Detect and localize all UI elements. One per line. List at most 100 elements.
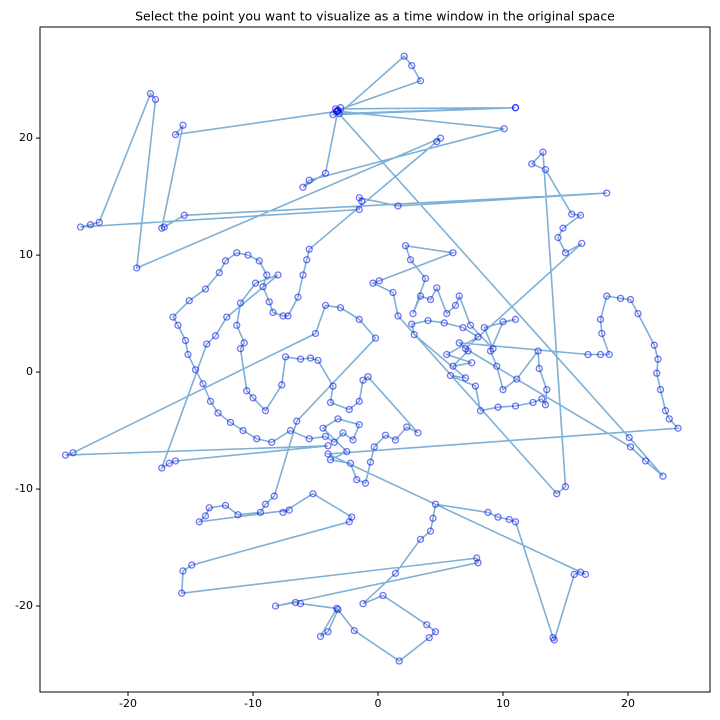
point[interactable] xyxy=(305,176,313,184)
point[interactable] xyxy=(429,514,437,522)
point[interactable] xyxy=(459,323,467,332)
point[interactable] xyxy=(494,513,502,521)
point[interactable] xyxy=(500,125,508,133)
point[interactable] xyxy=(584,350,592,359)
point[interactable] xyxy=(174,321,182,329)
point[interactable] xyxy=(364,373,372,381)
point[interactable] xyxy=(86,221,95,229)
point[interactable] xyxy=(371,334,380,342)
point[interactable] xyxy=(326,456,335,464)
point[interactable] xyxy=(581,570,590,579)
point[interactable] xyxy=(395,657,403,665)
point[interactable] xyxy=(253,435,261,443)
point[interactable] xyxy=(369,279,377,287)
point[interactable] xyxy=(286,426,295,435)
point[interactable] xyxy=(493,362,501,370)
point[interactable] xyxy=(349,436,357,444)
point[interactable] xyxy=(199,380,207,388)
point[interactable] xyxy=(205,504,213,512)
point[interactable] xyxy=(381,431,390,439)
point[interactable] xyxy=(284,312,292,320)
point[interactable] xyxy=(559,224,567,232)
point[interactable] xyxy=(236,299,245,307)
point[interactable] xyxy=(538,395,546,403)
point[interactable] xyxy=(160,223,168,231)
point[interactable] xyxy=(473,554,481,562)
point[interactable] xyxy=(233,321,241,329)
point[interactable] xyxy=(321,301,330,310)
point[interactable] xyxy=(321,432,330,441)
point[interactable] xyxy=(484,508,492,517)
point[interactable] xyxy=(239,426,247,435)
point[interactable] xyxy=(480,323,488,332)
point[interactable] xyxy=(499,385,507,394)
point[interactable] xyxy=(474,333,482,341)
point[interactable] xyxy=(471,382,480,390)
point[interactable] xyxy=(343,447,351,456)
point[interactable] xyxy=(178,589,186,597)
point[interactable] xyxy=(541,166,550,174)
point[interactable] xyxy=(179,121,187,129)
point[interactable] xyxy=(578,239,586,248)
point[interactable] xyxy=(221,501,230,510)
point[interactable] xyxy=(255,257,263,265)
point[interactable] xyxy=(653,369,661,377)
point[interactable] xyxy=(203,340,211,348)
point[interactable] xyxy=(391,569,400,577)
point[interactable] xyxy=(391,436,400,444)
point[interactable] xyxy=(278,381,286,389)
point[interactable] xyxy=(440,319,448,327)
point[interactable] xyxy=(201,285,210,293)
point[interactable] xyxy=(339,429,347,437)
point[interactable] xyxy=(561,249,570,257)
point[interactable] xyxy=(321,169,330,177)
point[interactable] xyxy=(76,223,85,231)
point[interactable] xyxy=(416,535,425,543)
point[interactable] xyxy=(656,385,665,394)
point[interactable] xyxy=(355,315,363,324)
point[interactable] xyxy=(426,527,435,535)
point[interactable] xyxy=(408,61,416,70)
point[interactable] xyxy=(408,320,416,328)
point[interactable] xyxy=(466,321,475,329)
point[interactable] xyxy=(69,449,77,457)
point[interactable] xyxy=(171,457,180,465)
point[interactable] xyxy=(626,443,635,451)
point[interactable] xyxy=(650,341,658,349)
point[interactable] xyxy=(326,398,335,407)
point[interactable] xyxy=(359,376,367,384)
point[interactable] xyxy=(296,355,305,363)
point[interactable] xyxy=(598,329,606,338)
point[interactable] xyxy=(553,490,561,498)
point[interactable] xyxy=(350,626,358,635)
point[interactable] xyxy=(461,374,470,382)
point[interactable] xyxy=(366,458,375,466)
point[interactable] xyxy=(443,309,451,318)
point[interactable] xyxy=(133,264,141,272)
point[interactable] xyxy=(424,316,432,325)
point[interactable] xyxy=(541,401,550,409)
point[interactable] xyxy=(259,283,267,291)
point[interactable] xyxy=(299,183,307,191)
point[interactable] xyxy=(299,271,307,279)
point[interactable] xyxy=(211,332,220,340)
point[interactable] xyxy=(476,407,485,415)
point[interactable] xyxy=(570,570,578,579)
point[interactable] xyxy=(270,492,278,500)
point[interactable] xyxy=(461,345,470,353)
point[interactable] xyxy=(265,298,273,306)
point[interactable] xyxy=(576,211,585,219)
point[interactable] xyxy=(511,315,520,324)
point[interactable] xyxy=(561,483,570,491)
point[interactable] xyxy=(401,242,410,250)
point[interactable] xyxy=(165,459,173,467)
point[interactable] xyxy=(626,295,635,304)
point[interactable] xyxy=(550,636,558,644)
point[interactable] xyxy=(603,189,611,197)
point[interactable] xyxy=(233,249,241,257)
point[interactable] xyxy=(329,382,337,390)
point[interactable] xyxy=(261,407,270,415)
point[interactable] xyxy=(661,407,670,415)
point[interactable] xyxy=(95,218,103,226)
point[interactable] xyxy=(511,104,520,112)
